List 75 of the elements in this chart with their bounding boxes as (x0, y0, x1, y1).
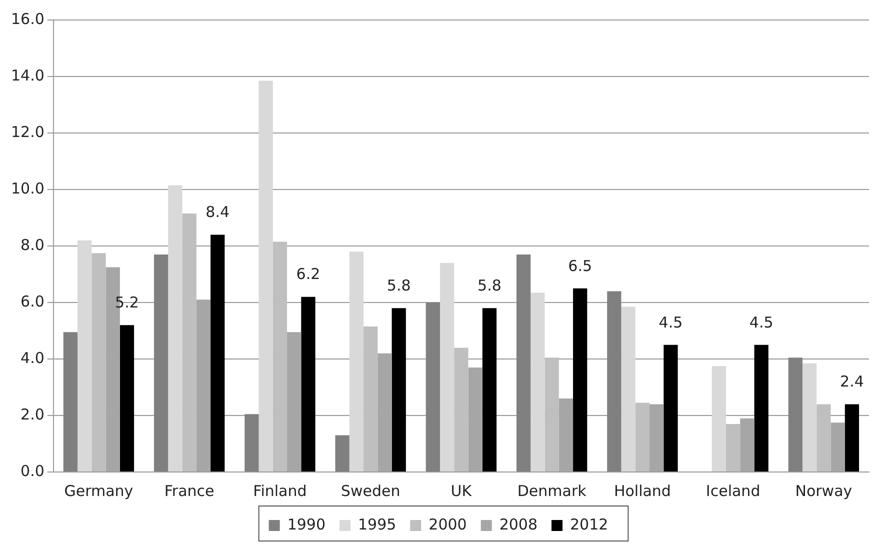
y-tick-label: 2.0 (20, 405, 44, 424)
bar (258, 80, 273, 472)
bar (120, 325, 134, 472)
bar (754, 344, 768, 472)
data-label: 5.8 (386, 276, 411, 295)
bar (712, 366, 726, 472)
y-tick-label: 16.0 (10, 10, 44, 28)
bar (92, 253, 106, 472)
bar (454, 348, 468, 472)
data-label: 4.5 (749, 313, 774, 332)
data-label: 5.2 (115, 293, 139, 312)
bar (63, 332, 78, 472)
y-tick-label: 8.0 (20, 236, 44, 254)
bar (516, 254, 531, 472)
bar (802, 363, 817, 472)
data-label: 8.4 (206, 203, 230, 222)
bar (440, 262, 454, 472)
bar (650, 404, 664, 472)
y-tick-label: 4.0 (20, 348, 44, 367)
x-tick-label: Denmark (517, 482, 587, 500)
bar (621, 306, 636, 472)
bar (830, 422, 845, 472)
bar (726, 424, 740, 472)
legend-label: 2000 (428, 515, 467, 534)
y-tick-label: 6.0 (20, 292, 44, 310)
bar (364, 326, 378, 472)
legend-label: 2012 (570, 515, 608, 534)
bar (349, 252, 364, 472)
bar (558, 398, 574, 472)
x-tick-label: Finland (253, 482, 307, 500)
bar (154, 254, 168, 472)
data-label: 2.4 (840, 372, 864, 391)
data-label: 5.8 (478, 276, 502, 295)
bar (210, 234, 225, 472)
legend-label: 2008 (499, 515, 538, 534)
bar (182, 214, 196, 472)
bar (635, 402, 650, 472)
x-tick-label: Germany (64, 482, 134, 500)
legend-label: 1995 (358, 515, 396, 534)
bar (816, 404, 831, 472)
bar (244, 414, 259, 472)
bar (664, 344, 678, 472)
bar (378, 353, 392, 472)
bar (544, 358, 559, 472)
y-tick-label: 10.0 (10, 179, 44, 198)
bar (468, 367, 482, 472)
bar (788, 358, 802, 472)
bar (168, 185, 182, 472)
y-tick-label: 0.0 (20, 462, 44, 480)
bar (530, 292, 545, 472)
legend-label: 1990 (287, 515, 326, 534)
bar (301, 296, 316, 472)
x-tick-label: Norway (795, 482, 852, 500)
bar (335, 435, 350, 472)
x-tick-label: UK (450, 482, 473, 500)
bar (272, 242, 288, 472)
x-tick-label: France (164, 482, 214, 500)
bar (196, 300, 211, 472)
x-tick-label: Iceland (706, 482, 760, 500)
bar (573, 288, 588, 472)
data-label: 6.2 (296, 265, 320, 284)
data-label: 4.5 (658, 313, 683, 332)
bar (426, 302, 440, 472)
bar (607, 291, 622, 472)
bar (392, 308, 406, 472)
y-tick-label: 12.0 (10, 122, 44, 141)
bar (78, 240, 92, 472)
bar (287, 332, 302, 472)
y-tick-label: 14.0 (10, 66, 44, 84)
x-tick-label: Sweden (340, 482, 400, 500)
bar (482, 308, 497, 472)
bar (844, 404, 860, 472)
bar (740, 418, 754, 472)
data-label: 6.5 (568, 256, 592, 275)
x-tick-label: Holland (614, 482, 671, 500)
